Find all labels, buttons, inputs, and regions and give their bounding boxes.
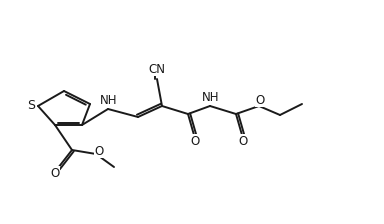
Text: O: O [238, 134, 248, 147]
Text: NH: NH [100, 93, 118, 106]
Text: CN: CN [149, 62, 166, 75]
Text: O: O [94, 144, 104, 157]
Text: O: O [255, 93, 265, 106]
Text: O: O [190, 134, 200, 147]
Text: O: O [50, 166, 60, 179]
Text: S: S [27, 99, 35, 112]
Text: NH: NH [202, 90, 220, 103]
